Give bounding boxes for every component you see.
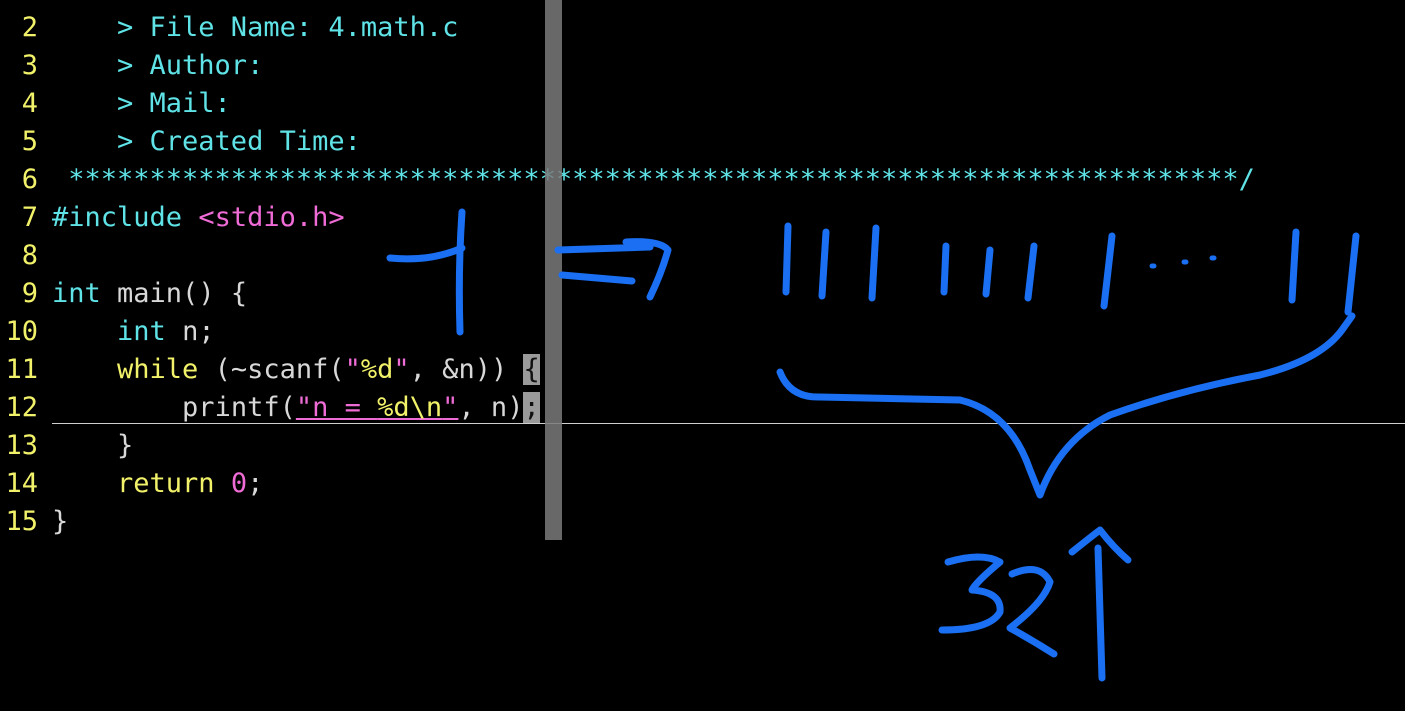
ink-bit-4: [940, 242, 950, 296]
code-token: > Mail:: [52, 88, 231, 119]
line-number: 4: [21, 88, 38, 119]
ink-bit-6: [1024, 242, 1038, 302]
line-number: 15: [5, 506, 38, 537]
ink-bit-2: [818, 228, 830, 300]
code-line[interactable]: 15}: [0, 503, 68, 541]
code-token: ": [442, 392, 459, 423]
line-number: 3: [21, 50, 38, 81]
code-token: ;: [247, 468, 264, 499]
code-text: ****************************************…: [52, 161, 1255, 199]
code-token: while: [117, 354, 199, 385]
code-text: printf("n = %d\n", n);: [52, 389, 540, 427]
code-line[interactable]: 9 int main() {: [0, 275, 247, 313]
line-number: 8: [21, 240, 38, 271]
code-token: (~scanf(: [198, 354, 345, 385]
code-line[interactable]: 4 > Mail:: [0, 85, 231, 123]
ink-bit-5: [982, 246, 994, 298]
code-token: #include: [52, 202, 199, 233]
code-token: %d: [360, 354, 394, 385]
code-token: ;: [523, 392, 540, 423]
ink-brace: [776, 312, 1356, 499]
code-token: {: [523, 354, 540, 385]
code-line[interactable]: 11 while (~scanf("%d", &n)) {: [0, 351, 540, 389]
code-line[interactable]: 5 > Created Time:: [0, 123, 361, 161]
code-token: "n =: [295, 392, 378, 423]
code-token: %d\n: [377, 392, 443, 423]
line-number: 14: [5, 468, 38, 499]
line-number: 9: [21, 278, 38, 309]
code-line[interactable]: 10 int n;: [0, 313, 214, 351]
code-text: > Created Time:: [52, 123, 361, 161]
code-text: while (~scanf("%d", &n)) {: [52, 351, 540, 389]
line-number: 6: [21, 164, 38, 195]
line-number: 12: [5, 392, 38, 423]
code-text: }: [52, 503, 68, 541]
cursor-line-indicator: [52, 423, 1405, 424]
code-text: > Author:: [52, 47, 263, 85]
line-number: 7: [21, 202, 38, 233]
line-number: 5: [21, 126, 38, 157]
code-token: 0: [230, 468, 248, 499]
ink-digit-one: [386, 208, 466, 336]
line-number: 2: [21, 12, 38, 43]
code-token: printf(: [117, 392, 296, 423]
code-line[interactable]: 2 > File Name: 4.math.c: [0, 9, 459, 47]
code-text: return 0;: [52, 465, 263, 503]
ink-bit-9: [1344, 232, 1360, 316]
code-token: ****************************************…: [52, 164, 1255, 195]
code-line[interactable]: 3 > Author:: [0, 47, 264, 85]
code-line[interactable]: 14 return 0;: [0, 465, 263, 503]
code-token: > Created Time:: [52, 126, 361, 157]
code-token: > Author:: [52, 50, 264, 81]
ink-bit-8: [1288, 228, 1300, 304]
code-token: n;: [165, 316, 215, 347]
line-number: 11: [5, 354, 38, 385]
ink-bit-3: [868, 224, 880, 302]
code-line[interactable]: 8: [0, 237, 38, 275]
code-text: > Mail:: [52, 85, 231, 123]
ink-arrow-equals: [554, 238, 672, 301]
code-token: > File Name: 4.math.c: [52, 12, 459, 43]
code-token: , &n)): [409, 354, 524, 385]
code-token: ": [344, 354, 361, 385]
code-line[interactable]: 12 printf("n = %d\n", n);: [0, 389, 540, 427]
code-line[interactable]: 13 }: [0, 427, 133, 465]
code-token: ": [393, 354, 410, 385]
code-text: }: [52, 427, 133, 465]
code-token: }: [52, 506, 69, 537]
window-split-bar[interactable]: [545, 0, 562, 540]
line-number: 13: [5, 430, 38, 461]
code-token: int: [52, 278, 101, 309]
code-token: return: [117, 468, 215, 499]
ink-up-arrow: [1068, 526, 1132, 682]
code-line[interactable]: 6 **************************************…: [0, 161, 1255, 199]
ink-bit-1: [782, 222, 792, 296]
code-text: int n;: [52, 313, 215, 351]
code-text: #include <stdio.h>: [52, 199, 345, 237]
ink-bit-7: [1100, 232, 1116, 310]
code-line[interactable]: 7 #include <stdio.h>: [0, 199, 345, 237]
code-token: int: [117, 316, 166, 347]
code-token: }: [52, 430, 134, 461]
ink-digit-two: [1006, 566, 1058, 658]
ink-digit-three: [938, 553, 1004, 634]
code-text: int main() {: [52, 275, 247, 313]
code-text: > File Name: 4.math.c: [52, 9, 458, 47]
line-number: 10: [5, 316, 38, 347]
ink-dots: [1149, 255, 1217, 269]
code-token: , n): [458, 392, 524, 423]
code-token: main() {: [100, 278, 248, 309]
code-token: <stdio.h>: [198, 202, 345, 233]
